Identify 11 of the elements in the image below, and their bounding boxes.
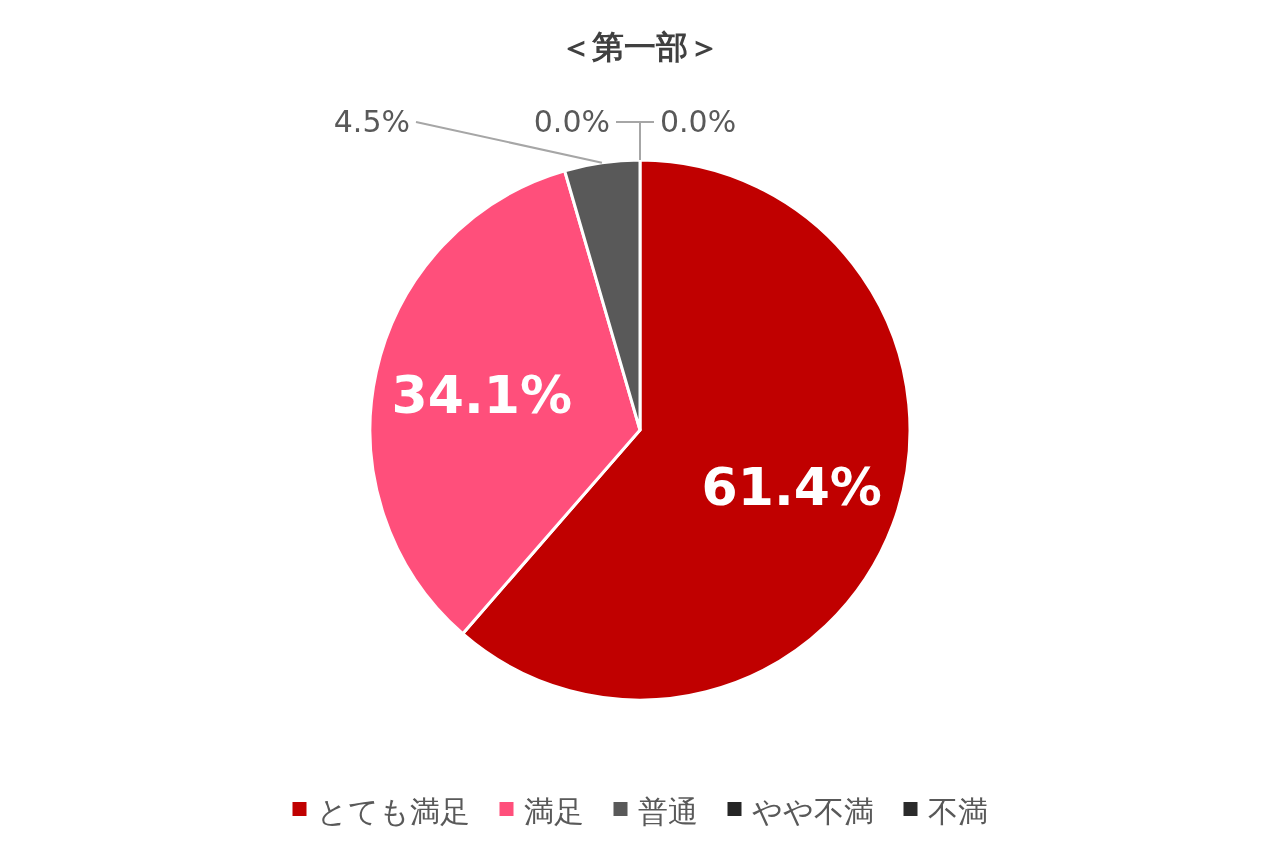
- legend-label: とても満足: [316, 794, 470, 829]
- data-label: 4.5%: [333, 104, 410, 139]
- chart-title: ＜第一部＞: [560, 28, 720, 66]
- legend-label: 普通: [637, 794, 698, 829]
- legend-label: やや不満: [751, 794, 874, 829]
- data-label: 34.1%: [391, 365, 572, 426]
- legend-label: 満足: [523, 794, 584, 829]
- data-label: 61.4%: [701, 456, 882, 517]
- text: 0.0%: [533, 104, 610, 139]
- text: 0.0%: [660, 104, 737, 139]
- legend-label: 不満: [927, 794, 988, 829]
